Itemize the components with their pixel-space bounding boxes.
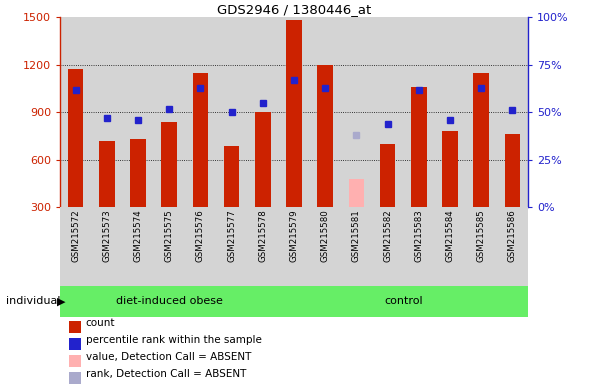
Text: GSM215575: GSM215575: [164, 209, 174, 262]
Bar: [247, 207, 278, 286]
Bar: [497, 207, 528, 286]
Text: GSM215573: GSM215573: [102, 209, 112, 262]
Bar: [161, 122, 177, 207]
Bar: [216, 207, 247, 286]
Bar: [411, 87, 427, 207]
Text: individual: individual: [6, 296, 61, 306]
Bar: [68, 69, 83, 207]
Bar: [310, 17, 341, 207]
Title: GDS2946 / 1380446_at: GDS2946 / 1380446_at: [217, 3, 371, 16]
Bar: [60, 286, 278, 317]
Text: GSM215583: GSM215583: [414, 209, 424, 262]
Bar: [185, 17, 216, 207]
Bar: [185, 207, 216, 286]
Text: GSM215586: GSM215586: [508, 209, 517, 262]
Text: GSM215580: GSM215580: [320, 209, 330, 262]
Bar: [278, 17, 310, 207]
Text: GSM215572: GSM215572: [71, 209, 80, 262]
Text: GSM215577: GSM215577: [227, 209, 236, 262]
Bar: [224, 146, 239, 207]
Bar: [317, 65, 333, 207]
Bar: [434, 207, 466, 286]
Bar: [341, 207, 372, 286]
Bar: [60, 207, 91, 286]
Bar: [341, 17, 372, 207]
Text: control: control: [384, 296, 422, 306]
Bar: [434, 17, 466, 207]
Text: rank, Detection Call = ABSENT: rank, Detection Call = ABSENT: [86, 369, 246, 379]
Text: GSM215582: GSM215582: [383, 209, 392, 262]
Bar: [372, 17, 403, 207]
Bar: [216, 17, 247, 207]
Bar: [403, 17, 434, 207]
Bar: [255, 113, 271, 207]
Text: GSM215576: GSM215576: [196, 209, 205, 262]
Text: count: count: [86, 318, 115, 328]
Bar: [91, 17, 122, 207]
Bar: [473, 73, 489, 207]
Bar: [278, 286, 528, 317]
Bar: [349, 179, 364, 207]
Text: GSM215578: GSM215578: [258, 209, 267, 262]
Text: value, Detection Call = ABSENT: value, Detection Call = ABSENT: [86, 352, 251, 362]
Bar: [286, 20, 302, 207]
Bar: [380, 144, 395, 207]
Bar: [505, 134, 520, 207]
Text: diet-induced obese: diet-induced obese: [116, 296, 223, 306]
Bar: [497, 17, 528, 207]
FancyBboxPatch shape: [70, 355, 81, 367]
Bar: [310, 207, 341, 286]
Bar: [60, 17, 91, 207]
Bar: [99, 141, 115, 207]
Text: GSM215579: GSM215579: [290, 209, 299, 262]
Text: GSM215585: GSM215585: [476, 209, 485, 262]
Text: GSM215584: GSM215584: [445, 209, 455, 262]
Bar: [247, 17, 278, 207]
Bar: [372, 207, 403, 286]
Bar: [278, 207, 310, 286]
Text: ▶: ▶: [57, 296, 65, 306]
Bar: [466, 207, 497, 286]
Bar: [130, 139, 146, 207]
Bar: [91, 207, 122, 286]
Bar: [122, 207, 154, 286]
FancyBboxPatch shape: [70, 372, 81, 384]
Bar: [442, 131, 458, 207]
Text: GSM215581: GSM215581: [352, 209, 361, 262]
Bar: [193, 73, 208, 207]
Bar: [154, 17, 185, 207]
FancyBboxPatch shape: [70, 338, 81, 350]
Text: GSM215574: GSM215574: [133, 209, 143, 262]
Bar: [403, 207, 434, 286]
Bar: [122, 17, 154, 207]
Text: percentile rank within the sample: percentile rank within the sample: [86, 335, 262, 345]
Bar: [466, 17, 497, 207]
Bar: [154, 207, 185, 286]
FancyBboxPatch shape: [70, 321, 81, 333]
